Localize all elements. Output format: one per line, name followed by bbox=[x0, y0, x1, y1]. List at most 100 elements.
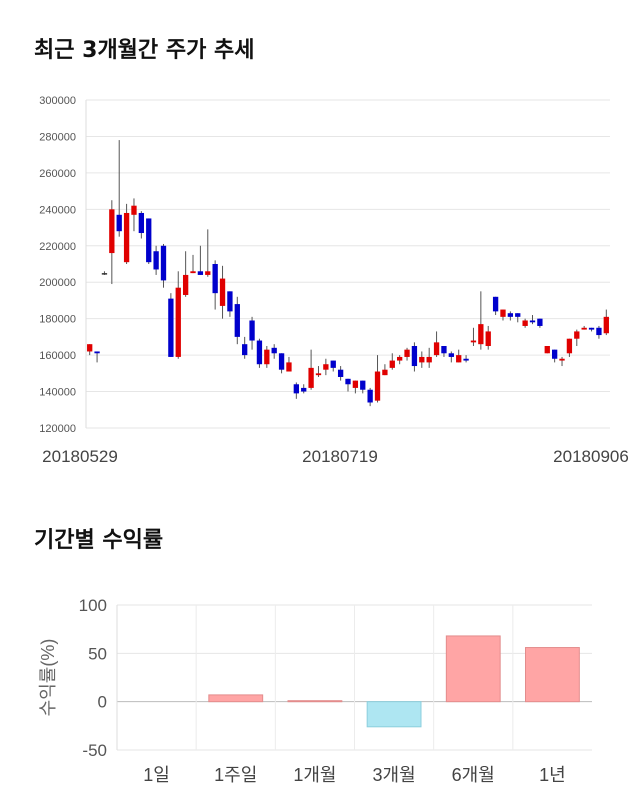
candle-body bbox=[278, 353, 285, 370]
candle-body bbox=[315, 373, 322, 376]
candle-body bbox=[153, 251, 159, 270]
x-tick-label: 1개월 bbox=[293, 765, 336, 785]
candle-body bbox=[596, 327, 602, 336]
return-bar bbox=[287, 700, 343, 703]
y-tick-label: 220000 bbox=[39, 241, 76, 253]
candle-body bbox=[456, 355, 462, 363]
candle-body bbox=[190, 271, 196, 274]
candle-body bbox=[337, 369, 344, 377]
period-returns-chart: 100 50 0 -50 1일 1주일 1개월 3개월 6개월 1년 수익률(%) bbox=[38, 596, 592, 785]
candle-body bbox=[374, 371, 381, 401]
y-tick-label: 140000 bbox=[39, 387, 76, 399]
candle-body bbox=[559, 358, 565, 361]
candle-body bbox=[382, 369, 388, 376]
candle-body bbox=[212, 264, 218, 294]
candle-body bbox=[581, 327, 587, 330]
x-tick-label: 20180529 bbox=[42, 447, 118, 466]
candle-body bbox=[219, 278, 226, 306]
x-tick-label: 20180719 bbox=[302, 447, 378, 466]
x-tick-label: 1년 bbox=[539, 765, 566, 785]
candle-body bbox=[345, 378, 351, 385]
candle-body bbox=[566, 338, 573, 354]
candle-body bbox=[160, 245, 167, 281]
price-trend-title: 최근 3개월간 주가 추세 bbox=[34, 38, 255, 63]
candle-body bbox=[492, 296, 499, 312]
candle-body bbox=[131, 205, 137, 215]
candle-body bbox=[175, 287, 181, 357]
candle-body bbox=[87, 344, 93, 352]
candle-body bbox=[286, 362, 292, 372]
candle-body bbox=[588, 327, 595, 330]
candle-body bbox=[330, 360, 336, 368]
x-tick-label: 1일 bbox=[143, 765, 170, 785]
y-axis-label: 수익률(%) bbox=[38, 639, 58, 717]
y-tick-label: 200000 bbox=[39, 277, 76, 289]
candle-body bbox=[603, 316, 609, 334]
candle-body bbox=[182, 274, 189, 295]
candle-body bbox=[308, 367, 314, 388]
candle-body bbox=[138, 212, 145, 234]
candle-body bbox=[426, 356, 432, 363]
candle-body bbox=[293, 384, 299, 394]
candle-body bbox=[271, 347, 277, 354]
candle-body bbox=[537, 318, 543, 326]
candle-body bbox=[146, 218, 152, 263]
y-tick-label: 180000 bbox=[39, 314, 76, 326]
y-tick-label: 160000 bbox=[39, 350, 76, 362]
candle-body bbox=[256, 340, 263, 365]
candle-body bbox=[249, 320, 255, 341]
y-tick-label: 50 bbox=[88, 644, 107, 663]
return-bar bbox=[445, 635, 501, 703]
candle-body bbox=[544, 346, 550, 354]
x-tick-label: 3개월 bbox=[373, 765, 416, 785]
candle-body bbox=[485, 331, 491, 346]
x-tick-label: 1주일 bbox=[214, 765, 257, 785]
y-tick-label: 0 bbox=[98, 693, 107, 712]
return-bar bbox=[366, 701, 422, 728]
candle-body bbox=[389, 360, 395, 368]
candle-body bbox=[551, 349, 558, 359]
candle-body bbox=[101, 273, 108, 275]
x-tick-label: 6개월 bbox=[452, 765, 495, 785]
y-tick-label: 300000 bbox=[39, 95, 76, 107]
candle-body bbox=[419, 356, 425, 363]
y-tick-label: -50 bbox=[82, 741, 107, 760]
y-tick-label: 100 bbox=[79, 596, 107, 615]
candle-body bbox=[205, 271, 211, 275]
candle-body bbox=[529, 320, 536, 323]
candle-body bbox=[360, 380, 366, 390]
return-bar bbox=[525, 647, 580, 703]
candle-body bbox=[500, 309, 506, 317]
y-tick-label: 120000 bbox=[39, 423, 76, 435]
y-tick-label: 240000 bbox=[39, 204, 76, 216]
candle-body bbox=[234, 304, 240, 337]
candle-body bbox=[522, 320, 528, 326]
candle-body bbox=[411, 346, 418, 367]
candle-body bbox=[478, 324, 484, 345]
candle-body bbox=[168, 298, 174, 357]
candle-body bbox=[367, 389, 373, 403]
candle-body bbox=[109, 209, 115, 254]
candle-body bbox=[404, 349, 410, 357]
candle-body bbox=[515, 313, 521, 317]
y-tick-label: 260000 bbox=[39, 168, 76, 180]
candle-body bbox=[448, 353, 454, 357]
candle-body bbox=[352, 380, 359, 388]
price-trend-chart: 300000 280000 260000 240000 220000 200000 1800… bbox=[39, 95, 629, 466]
candle-body bbox=[463, 358, 469, 361]
candle-body bbox=[323, 364, 329, 370]
candle-body bbox=[116, 214, 122, 232]
candle-body bbox=[507, 313, 514, 317]
candle-body bbox=[397, 356, 403, 361]
candle-body bbox=[227, 291, 233, 312]
candle-body bbox=[242, 344, 248, 356]
candle-body bbox=[197, 271, 204, 275]
candle-body bbox=[94, 351, 100, 354]
candle-body bbox=[123, 212, 130, 263]
candle-body bbox=[264, 349, 270, 365]
x-tick-label: 20180906 bbox=[553, 447, 629, 466]
candle-body bbox=[301, 387, 307, 392]
returns-title: 기간별 수익률 bbox=[34, 528, 164, 553]
return-bar bbox=[208, 694, 264, 703]
